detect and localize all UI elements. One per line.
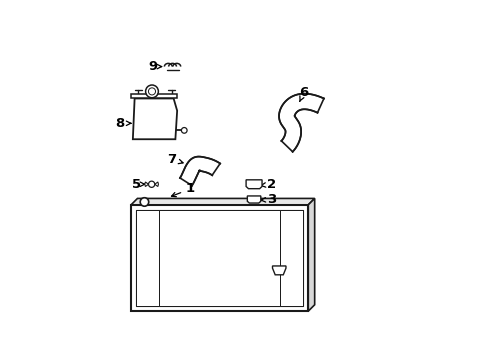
Polygon shape (272, 266, 285, 275)
Circle shape (148, 181, 154, 187)
Polygon shape (307, 198, 314, 311)
Polygon shape (136, 210, 159, 306)
Polygon shape (131, 94, 177, 99)
Text: 8: 8 (115, 117, 130, 130)
Circle shape (140, 198, 148, 206)
Text: 5: 5 (132, 178, 144, 191)
Text: 4: 4 (281, 260, 294, 273)
Polygon shape (159, 210, 279, 306)
Circle shape (148, 88, 155, 95)
Text: 1: 1 (171, 183, 195, 197)
Polygon shape (131, 198, 314, 205)
Polygon shape (279, 210, 303, 306)
Text: 6: 6 (299, 86, 308, 102)
Polygon shape (245, 180, 262, 189)
Circle shape (181, 127, 187, 133)
Text: 3: 3 (261, 193, 276, 206)
Text: 9: 9 (148, 60, 161, 73)
Polygon shape (133, 99, 177, 139)
Polygon shape (180, 157, 220, 185)
Polygon shape (247, 196, 260, 203)
Text: 7: 7 (167, 153, 183, 166)
Polygon shape (279, 94, 323, 152)
Text: 2: 2 (261, 178, 276, 191)
Polygon shape (144, 182, 148, 186)
Polygon shape (131, 205, 307, 311)
Circle shape (145, 85, 158, 98)
Polygon shape (136, 210, 303, 306)
Polygon shape (154, 182, 158, 186)
